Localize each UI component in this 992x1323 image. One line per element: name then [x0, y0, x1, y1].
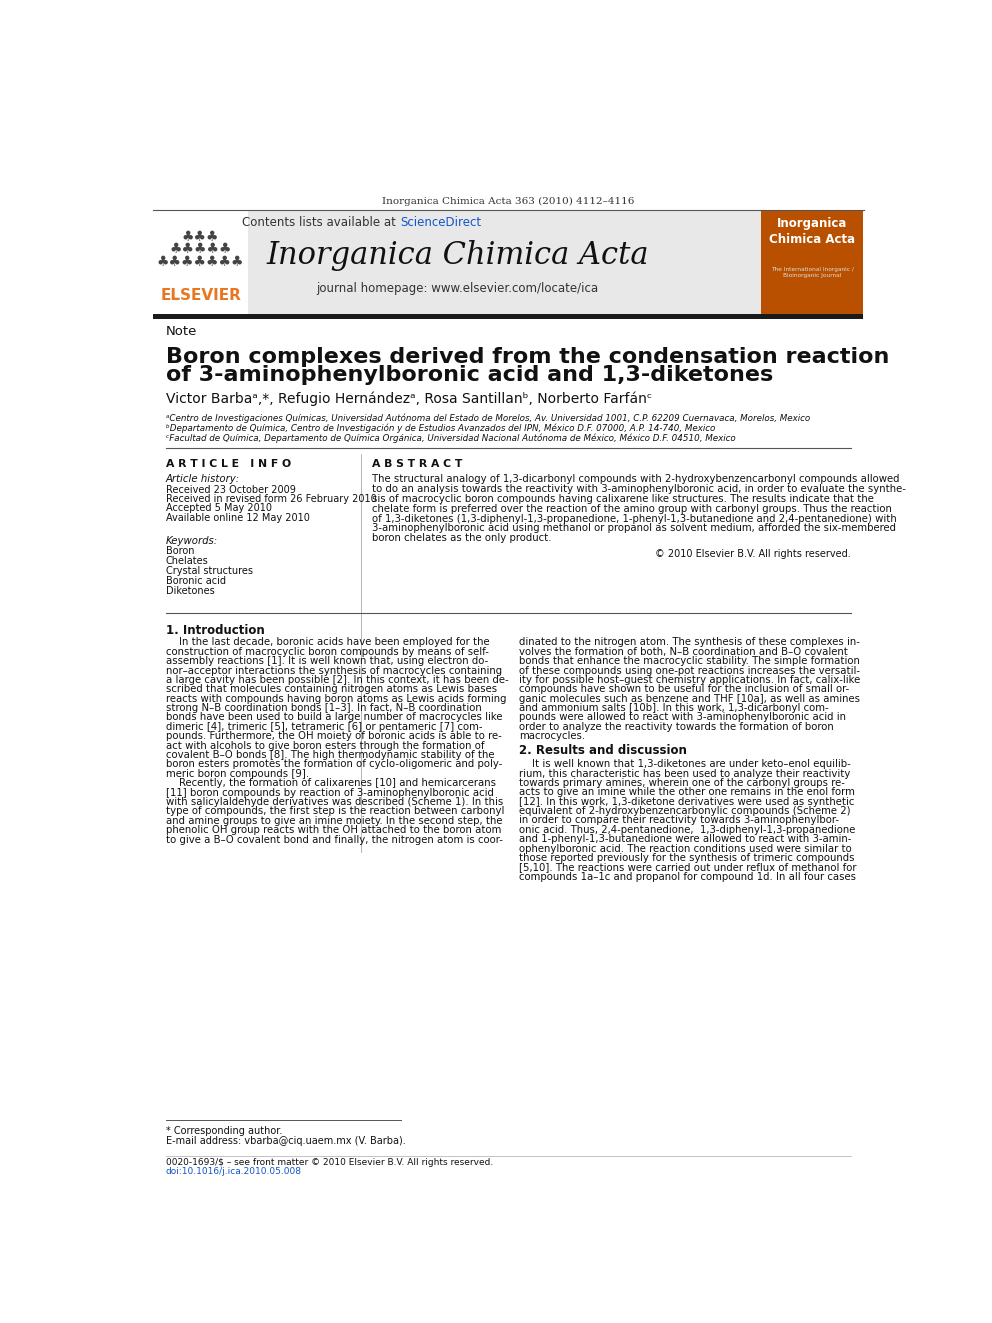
Text: acts to give an imine while the other one remains in the enol form: acts to give an imine while the other on… [519, 787, 855, 798]
Text: nor–acceptor interactions the synthesis of macrocycles containing: nor–acceptor interactions the synthesis … [166, 665, 502, 676]
Text: Accepted 5 May 2010: Accepted 5 May 2010 [166, 503, 272, 513]
Text: to give a B–O covalent bond and finally, the nitrogen atom is coor-: to give a B–O covalent bond and finally,… [166, 835, 503, 844]
Text: © 2010 Elsevier B.V. All rights reserved.: © 2010 Elsevier B.V. All rights reserved… [655, 549, 851, 560]
Text: those reported previously for the synthesis of trimeric compounds: those reported previously for the synthe… [519, 853, 855, 863]
Text: ganic molecules such as benzene and THF [10a], as well as amines: ganic molecules such as benzene and THF … [519, 693, 860, 704]
Bar [154, 209, 761, 314]
Text: compounds 1a–1c and propanol for compound 1d. In all four cases: compounds 1a–1c and propanol for compoun… [519, 872, 856, 882]
Text: ity for possible host–guest chemistry applications. In fact, calix-like: ity for possible host–guest chemistry ap… [519, 675, 860, 685]
Text: Contents lists available at: Contents lists available at [241, 216, 399, 229]
Text: strong N–B coordination bonds [1–3]. In fact, N–B coordination: strong N–B coordination bonds [1–3]. In … [166, 703, 481, 713]
Text: ᵃCentro de Investigaciones Químicas, Universidad Autónoma del Estado de Morelos,: ᵃCentro de Investigaciones Químicas, Uni… [166, 414, 810, 423]
Text: * Corresponding author.: * Corresponding author. [166, 1126, 283, 1136]
Text: Victor Barbaᵃ,*, Refugio Hernándezᵃ, Rosa Santillanᵇ, Norberto Farfánᶜ: Victor Barbaᵃ,*, Refugio Hernándezᵃ, Ros… [166, 392, 652, 406]
Text: a large cavity has been possible [2]. In this context, it has been de-: a large cavity has been possible [2]. In… [166, 675, 509, 685]
Text: pounds. Furthermore, the OH moiety of boronic acids is able to re-: pounds. Furthermore, the OH moiety of bo… [166, 732, 502, 741]
Text: [11] boron compounds by reaction of 3-aminophenylboronic acid: [11] boron compounds by reaction of 3-am… [166, 787, 494, 798]
Text: boron esters promotes the formation of cyclo-oligomeric and poly-: boron esters promotes the formation of c… [166, 759, 502, 770]
Text: bonds have been used to build a large number of macrocycles like: bonds have been used to build a large nu… [166, 713, 502, 722]
Text: act with alcohols to give boron esters through the formation of: act with alcohols to give boron esters t… [166, 741, 484, 750]
Text: The structural analogy of 1,3-dicarbonyl compounds with 2-hydroxybenzencarbonyl : The structural analogy of 1,3-dicarbonyl… [372, 474, 900, 484]
Text: Inorganica Chimica Acta: Inorganica Chimica Acta [266, 241, 649, 271]
Text: ᶜFacultad de Química, Departamento de Química Orgánica, Universidad Nacional Aut: ᶜFacultad de Química, Departamento de Qu… [166, 434, 736, 443]
Text: with salicylaldehyde derivatives was described (Scheme 1). In this: with salicylaldehyde derivatives was des… [166, 796, 503, 807]
Text: Note: Note [166, 324, 197, 337]
Text: type of compounds, the first step is the reaction between carbonyl: type of compounds, the first step is the… [166, 807, 504, 816]
Text: onic acid. Thus, 2,4-pentanedione,  1,3-diphenyl-1,3-propanedione: onic acid. Thus, 2,4-pentanedione, 1,3-d… [519, 826, 856, 835]
Text: A R T I C L E   I N F O: A R T I C L E I N F O [166, 459, 291, 468]
Text: E-mail address: vbarba@ciq.uaem.mx (V. Barba).: E-mail address: vbarba@ciq.uaem.mx (V. B… [166, 1136, 406, 1146]
Text: of 1,3-diketones (1,3-diphenyl-1,3-propanedione, 1-phenyl-1,3-butanedione and 2,: of 1,3-diketones (1,3-diphenyl-1,3-propa… [372, 513, 897, 524]
Text: chelate form is preferred over the reaction of the amino group with carbonyl gro: chelate form is preferred over the react… [372, 504, 892, 513]
Text: of these compounds using one-pot reactions increases the versatil-: of these compounds using one-pot reactio… [519, 665, 860, 676]
Text: 2. Results and discussion: 2. Results and discussion [519, 744, 687, 757]
Text: journal homepage: www.elsevier.com/locate/ica: journal homepage: www.elsevier.com/locat… [316, 282, 598, 295]
Text: Crystal structures: Crystal structures [166, 566, 253, 577]
Text: dimeric [4], trimeric [5], tetrameric [6] or pentameric [7] com-: dimeric [4], trimeric [5], tetrameric [6… [166, 722, 482, 732]
Text: sis of macrocyclic boron compounds having calixarene like structures. The result: sis of macrocyclic boron compounds havin… [372, 493, 874, 504]
Bar [154, 209, 248, 314]
Text: and amine groups to give an imine moiety. In the second step, the: and amine groups to give an imine moiety… [166, 816, 502, 826]
Text: to do an analysis towards the reactivity with 3-aminophenylboronic acid, in orde: to do an analysis towards the reactivity… [372, 484, 906, 493]
Text: It is well known that 1,3-diketones are under keto–enol equilib-: It is well known that 1,3-diketones are … [519, 759, 851, 769]
Text: macrocycles.: macrocycles. [519, 732, 585, 741]
Text: doi:10.1016/j.ica.2010.05.008: doi:10.1016/j.ica.2010.05.008 [166, 1167, 302, 1176]
Text: 0020-1693/$ – see front matter © 2010 Elsevier B.V. All rights reserved.: 0020-1693/$ – see front matter © 2010 El… [166, 1159, 493, 1167]
Text: Diketones: Diketones [166, 586, 214, 597]
Text: Boron complexes derived from the condensation reaction: Boron complexes derived from the condens… [166, 348, 889, 368]
Text: of 3-aminophenylboronic acid and 1,3-diketones: of 3-aminophenylboronic acid and 1,3-dik… [166, 365, 773, 385]
Text: in order to compare their reactivity towards 3-aminophenylbor-: in order to compare their reactivity tow… [519, 815, 839, 826]
Text: boron chelates as the only product.: boron chelates as the only product. [372, 533, 552, 544]
Text: Chelates: Chelates [166, 557, 208, 566]
Text: Article history:: Article history: [166, 474, 240, 484]
Text: 3-aminophenylboronic acid using methanol or propanol as solvent medium, afforded: 3-aminophenylboronic acid using methanol… [372, 524, 896, 533]
Text: [12]. In this work, 1,3-diketone derivatives were used as synthetic: [12]. In this work, 1,3-diketone derivat… [519, 796, 855, 807]
Text: phenolic OH group reacts with the OH attached to the boron atom: phenolic OH group reacts with the OH att… [166, 826, 501, 835]
Text: volves the formation of both, N–B coordination and B–O covalent: volves the formation of both, N–B coordi… [519, 647, 848, 656]
Text: reacts with compounds having boron atoms as Lewis acids forming: reacts with compounds having boron atoms… [166, 693, 506, 704]
Text: Inorganica
Chimica Acta: Inorganica Chimica Acta [769, 217, 855, 246]
Text: towards primary amines, wherein one of the carbonyl groups re-: towards primary amines, wherein one of t… [519, 778, 845, 789]
Text: ophenylboronic acid. The reaction conditions used were similar to: ophenylboronic acid. The reaction condit… [519, 844, 852, 853]
Text: Received in revised form 26 February 2010: Received in revised form 26 February 201… [166, 493, 377, 504]
Text: 1. Introduction: 1. Introduction [166, 623, 265, 636]
Text: Boron: Boron [166, 546, 194, 557]
Text: ScienceDirect: ScienceDirect [400, 216, 481, 229]
Text: equivalent of 2-hydroxybenzencarbonylic compounds (Scheme 2): equivalent of 2-hydroxybenzencarbonylic … [519, 806, 851, 816]
Text: A B S T R A C T: A B S T R A C T [372, 459, 462, 468]
Text: Boronic acid: Boronic acid [166, 577, 226, 586]
Text: In the last decade, boronic acids have been employed for the: In the last decade, boronic acids have b… [166, 638, 489, 647]
Text: Received 23 October 2009: Received 23 October 2009 [166, 484, 296, 495]
Text: Recently, the formation of calixarenes [10] and hemicarcerans: Recently, the formation of calixarenes [… [166, 778, 496, 789]
Text: ELSEVIER: ELSEVIER [161, 288, 241, 303]
Text: pounds were allowed to react with 3-aminophenylboronic acid in: pounds were allowed to react with 3-amin… [519, 713, 846, 722]
Text: and 1-phenyl-1,3-butanedione were allowed to react with 3-amin-: and 1-phenyl-1,3-butanedione were allowe… [519, 835, 851, 844]
Bar [154, 314, 863, 319]
Text: Keywords:: Keywords: [166, 536, 218, 545]
Text: rium, this characteristic has been used to analyze their reactivity: rium, this characteristic has been used … [519, 769, 850, 778]
Text: assembly reactions [1]. It is well known that, using electron do-: assembly reactions [1]. It is well known… [166, 656, 488, 665]
Text: covalent B–O bonds [8]. The high thermodynamic stability of the: covalent B–O bonds [8]. The high thermod… [166, 750, 494, 759]
Text: Inorganica Chimica Acta 363 (2010) 4112–4116: Inorganica Chimica Acta 363 (2010) 4112–… [382, 197, 635, 205]
Bar [761, 209, 863, 314]
Text: dinated to the nitrogen atom. The synthesis of these complexes in-: dinated to the nitrogen atom. The synthe… [519, 638, 860, 647]
Text: order to analyze the reactivity towards the formation of boron: order to analyze the reactivity towards … [519, 722, 834, 732]
Text: [5,10]. The reactions were carried out under reflux of methanol for: [5,10]. The reactions were carried out u… [519, 863, 857, 872]
Text: ♣♣♣
♣♣♣♣♣
♣♣♣♣♣♣♣: ♣♣♣ ♣♣♣♣♣ ♣♣♣♣♣♣♣ [157, 230, 244, 270]
Text: scribed that molecules containing nitrogen atoms as Lewis bases: scribed that molecules containing nitrog… [166, 684, 497, 695]
Text: bonds that enhance the macrocyclic stability. The simple formation: bonds that enhance the macrocyclic stabi… [519, 656, 860, 665]
Text: Available online 12 May 2010: Available online 12 May 2010 [166, 512, 310, 523]
Text: and ammonium salts [10b]. In this work, 1,3-dicarbonyl com-: and ammonium salts [10b]. In this work, … [519, 703, 829, 713]
Text: The International Inorganic /
Bioinorganic Journal: The International Inorganic / Bioinorgan… [771, 267, 854, 278]
Text: meric boron compounds [9].: meric boron compounds [9]. [166, 769, 309, 779]
Text: ᵇDepartamento de Química, Centro de Investigación y de Estudios Avanzados del IP: ᵇDepartamento de Química, Centro de Inve… [166, 423, 715, 433]
Text: construction of macrocyclic boron compounds by means of self-: construction of macrocyclic boron compou… [166, 647, 489, 656]
Text: compounds have shown to be useful for the inclusion of small or-: compounds have shown to be useful for th… [519, 684, 849, 695]
